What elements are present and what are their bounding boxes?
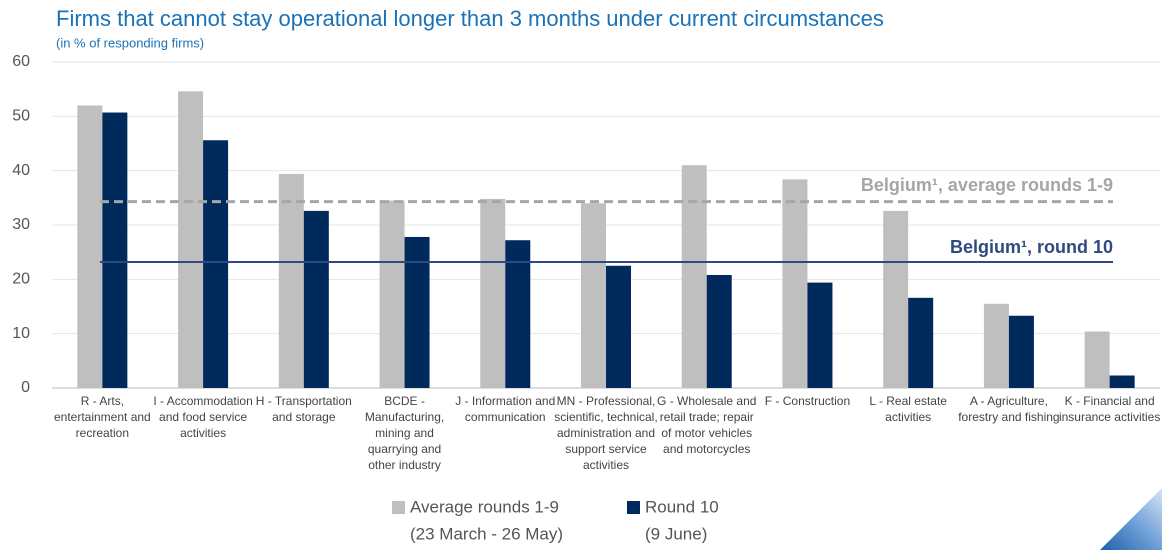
y-tick-label: 0 bbox=[21, 379, 30, 396]
bar bbox=[782, 179, 808, 388]
bar bbox=[1109, 375, 1135, 388]
bar bbox=[102, 112, 128, 388]
x-tick-label: activities bbox=[885, 410, 931, 424]
x-tick-label: and motorcycles bbox=[663, 442, 750, 456]
legend-label: Average rounds 1-9 bbox=[410, 497, 559, 516]
y-tick-label: 10 bbox=[12, 325, 30, 342]
x-tick-label: support service bbox=[565, 442, 647, 456]
bar bbox=[1084, 331, 1110, 388]
x-tick-label: and storage bbox=[272, 410, 336, 424]
x-tick-label: of motor vehicles bbox=[661, 426, 752, 440]
x-tick-label: other industry bbox=[368, 458, 441, 472]
x-tick-label: retail trade; repair bbox=[660, 410, 754, 424]
legend-swatch bbox=[392, 501, 405, 514]
bar bbox=[807, 282, 833, 388]
bar bbox=[203, 140, 229, 388]
bar bbox=[706, 274, 732, 388]
bar bbox=[983, 303, 1009, 388]
x-tick-label: J - Information and bbox=[455, 394, 555, 408]
bar bbox=[505, 240, 531, 388]
y-tick-label: 60 bbox=[12, 53, 30, 70]
bar bbox=[1008, 315, 1034, 388]
x-tick-label: mining and bbox=[375, 426, 434, 440]
x-tick-label: activities bbox=[583, 458, 629, 472]
x-tick-label: quarrying and bbox=[368, 442, 441, 456]
legend-label: Round 10 bbox=[645, 497, 719, 516]
y-tick-label: 40 bbox=[12, 162, 30, 179]
x-tick-label: Manufacturing, bbox=[365, 410, 444, 424]
legend-period: (9 June) bbox=[645, 524, 707, 543]
bar bbox=[404, 236, 430, 388]
x-tick-label: communication bbox=[465, 410, 546, 424]
bar bbox=[178, 91, 204, 388]
decoration bbox=[1100, 488, 1162, 550]
x-tick-label: entertainment and bbox=[54, 410, 151, 424]
x-tick-label: L - Real estate bbox=[869, 394, 947, 408]
legend-swatch bbox=[627, 501, 640, 514]
x-tick-label: scientific, technical, bbox=[554, 410, 657, 424]
x-tick-label: R - Arts, bbox=[81, 394, 124, 408]
y-tick-label: 30 bbox=[12, 216, 30, 233]
x-tick-label: MN - Professional, bbox=[557, 394, 656, 408]
x-tick-label: G - Wholesale and bbox=[657, 394, 756, 408]
bar bbox=[681, 165, 707, 388]
bar bbox=[908, 297, 934, 388]
y-tick-label: 20 bbox=[12, 271, 30, 288]
bar bbox=[581, 203, 606, 388]
x-tick-label: I - Accommodation bbox=[153, 394, 252, 408]
x-tick-label: F - Construction bbox=[765, 394, 850, 408]
x-tick-label: insurance activities bbox=[1059, 410, 1160, 424]
bar bbox=[606, 265, 631, 388]
x-tick-label: activities bbox=[180, 426, 226, 440]
bar bbox=[480, 198, 506, 388]
x-tick-label: forestry and fishing bbox=[958, 410, 1059, 424]
reference-label: Belgium¹, average rounds 1-9 bbox=[861, 175, 1113, 195]
bar bbox=[278, 173, 304, 388]
bar bbox=[77, 105, 103, 388]
chart-subtitle: (in % of responding firms) bbox=[56, 35, 204, 50]
x-tick-label: BCDE - bbox=[384, 394, 425, 408]
x-tick-label: administration and bbox=[557, 426, 655, 440]
reference-label: Belgium¹, round 10 bbox=[950, 237, 1113, 257]
x-tick-label: K - Financial and bbox=[1065, 394, 1155, 408]
y-tick-label: 50 bbox=[12, 108, 30, 125]
bar bbox=[379, 200, 405, 388]
legend-period: (23 March - 26 May) bbox=[410, 524, 563, 543]
x-tick-label: and food service bbox=[159, 410, 247, 424]
x-tick-label: recreation bbox=[76, 426, 129, 440]
bar bbox=[883, 210, 909, 388]
bar bbox=[303, 210, 329, 388]
chart-title: Firms that cannot stay operational longe… bbox=[56, 6, 884, 31]
x-tick-label: H - Transportation bbox=[256, 394, 352, 408]
x-tick-label: A - Agriculture, bbox=[970, 394, 1048, 408]
